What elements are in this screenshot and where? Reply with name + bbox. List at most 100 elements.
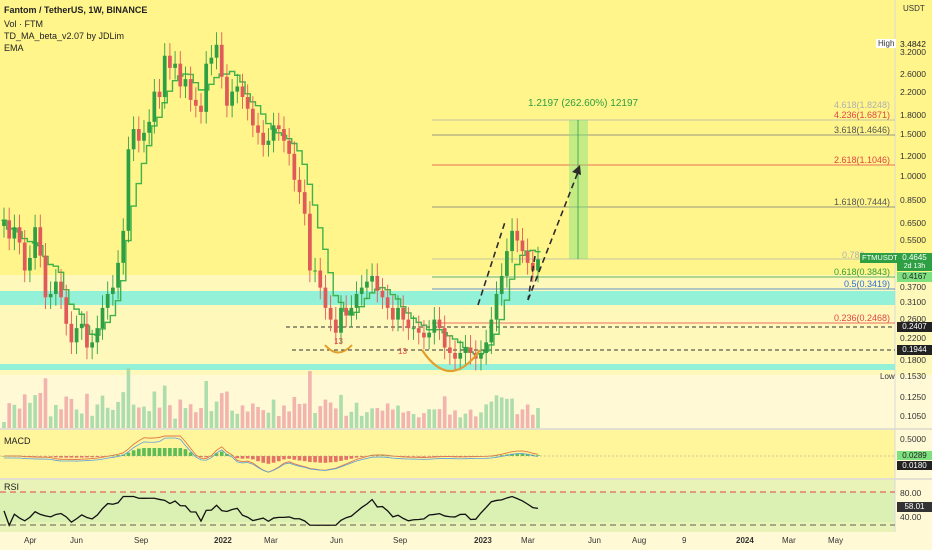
macd-bar (297, 456, 302, 461)
macd-bar (126, 452, 131, 456)
macd-label[interactable]: MACD (4, 436, 31, 446)
indicator-volume[interactable]: Vol · FTM (4, 19, 44, 29)
macd-bar (136, 448, 141, 456)
volume-bar (74, 409, 79, 428)
candle-body (59, 281, 63, 298)
candle-body (323, 287, 328, 308)
macd-bar (313, 456, 317, 463)
level-tag-upper: 0.2407 (897, 322, 932, 332)
macd-bar (380, 455, 385, 457)
volume-bar (391, 409, 395, 428)
fib-label: 2.618(1.1046) (833, 155, 890, 165)
volume-bar (162, 385, 167, 428)
volume-bar (349, 411, 354, 428)
candle-body (136, 129, 141, 141)
macd-bar (261, 456, 266, 463)
candle-body (121, 230, 126, 263)
time-tick: Jun (70, 536, 83, 545)
symbol-title: Fantom / TetherUS, 1W, BINANCE (4, 5, 148, 15)
macd-bar (276, 456, 281, 462)
macd-bar (2, 456, 6, 457)
candle-body (282, 129, 286, 141)
volume-bar (59, 409, 63, 428)
volume-bar (536, 407, 540, 428)
macd-bar (287, 456, 291, 459)
candle-body (131, 129, 136, 150)
candle-body (90, 342, 95, 348)
volume-bar (48, 416, 53, 428)
macd-bar (147, 448, 151, 456)
fib-label: 0.5(0.3419) (843, 279, 890, 289)
volume-bar (401, 412, 406, 428)
macd-bar (323, 456, 328, 463)
time-tick: Mar (264, 536, 278, 545)
volume-bars (2, 368, 540, 428)
price-tick: 2.6000 (900, 69, 926, 79)
candle-body (126, 149, 131, 231)
price-tick: 0.1250 (900, 392, 926, 402)
macd-bar (401, 456, 406, 457)
candle-body (536, 259, 540, 271)
volume-bar (90, 415, 94, 428)
candle-body (33, 227, 37, 258)
candle-body (494, 293, 499, 320)
candle-body (100, 307, 105, 329)
macd-bar (131, 450, 136, 456)
volume-bar (12, 404, 17, 428)
candle-body (111, 287, 115, 294)
yellow-zone-mid (0, 275, 932, 375)
macd-bar (256, 456, 260, 462)
candle-body (359, 287, 364, 294)
indicator-ema[interactable]: EMA (4, 43, 24, 53)
projection-arrowhead (572, 165, 581, 175)
macd-bar (422, 456, 426, 457)
volume-bar (261, 410, 266, 428)
volume-bar (479, 412, 483, 428)
indicator-td-ma[interactable]: TD_MA_beta_v2.07 by JDLim (4, 31, 125, 41)
volume-bar (157, 407, 162, 428)
macd-signal-tag: 0.0180 (897, 461, 932, 470)
volume-bar (235, 413, 240, 428)
fib-label: 3.618(1.4646) (833, 125, 890, 135)
candle-body (256, 125, 260, 133)
macd-bar (214, 453, 219, 456)
candle-body (505, 251, 509, 276)
volume-bar (448, 414, 452, 428)
candle-body (214, 44, 219, 58)
macd-bar (344, 456, 348, 460)
macd-bar (95, 456, 100, 458)
candle-body (276, 125, 281, 130)
candle-body (385, 297, 390, 308)
candle-body (74, 328, 79, 343)
candle-body (422, 332, 426, 338)
candle-body (463, 347, 468, 353)
candle-body (116, 262, 120, 288)
candle-body (199, 105, 203, 112)
volume-bar (453, 410, 457, 428)
price-tag-value: 0.4645 (902, 253, 927, 262)
candle-body (105, 293, 110, 308)
volume-bar (318, 406, 323, 428)
fib-label: 4.236(1.6871) (833, 110, 890, 120)
volume-bar (380, 410, 385, 428)
macd-bar (69, 456, 74, 458)
candle-body (484, 342, 489, 353)
volume-bar (515, 414, 520, 428)
candle-body (209, 57, 214, 64)
rsi-label[interactable]: RSI (4, 482, 20, 492)
projection-up-1 (477, 221, 506, 306)
candle-body (354, 293, 359, 308)
axis-currency: USDT (903, 4, 925, 13)
time-tick: 2022 (214, 536, 232, 545)
fib-label: 0.618(0.3843) (833, 267, 890, 277)
volume-bar (168, 405, 172, 428)
volume-bar (33, 395, 37, 428)
candle-body (437, 319, 442, 329)
rsi-line (3, 495, 539, 527)
macd-histogram (2, 435, 540, 473)
volume-bar (2, 422, 6, 428)
price-tick: 2.2000 (900, 87, 926, 97)
candle-body (38, 227, 43, 256)
high-value: 3.4842 (900, 39, 926, 49)
